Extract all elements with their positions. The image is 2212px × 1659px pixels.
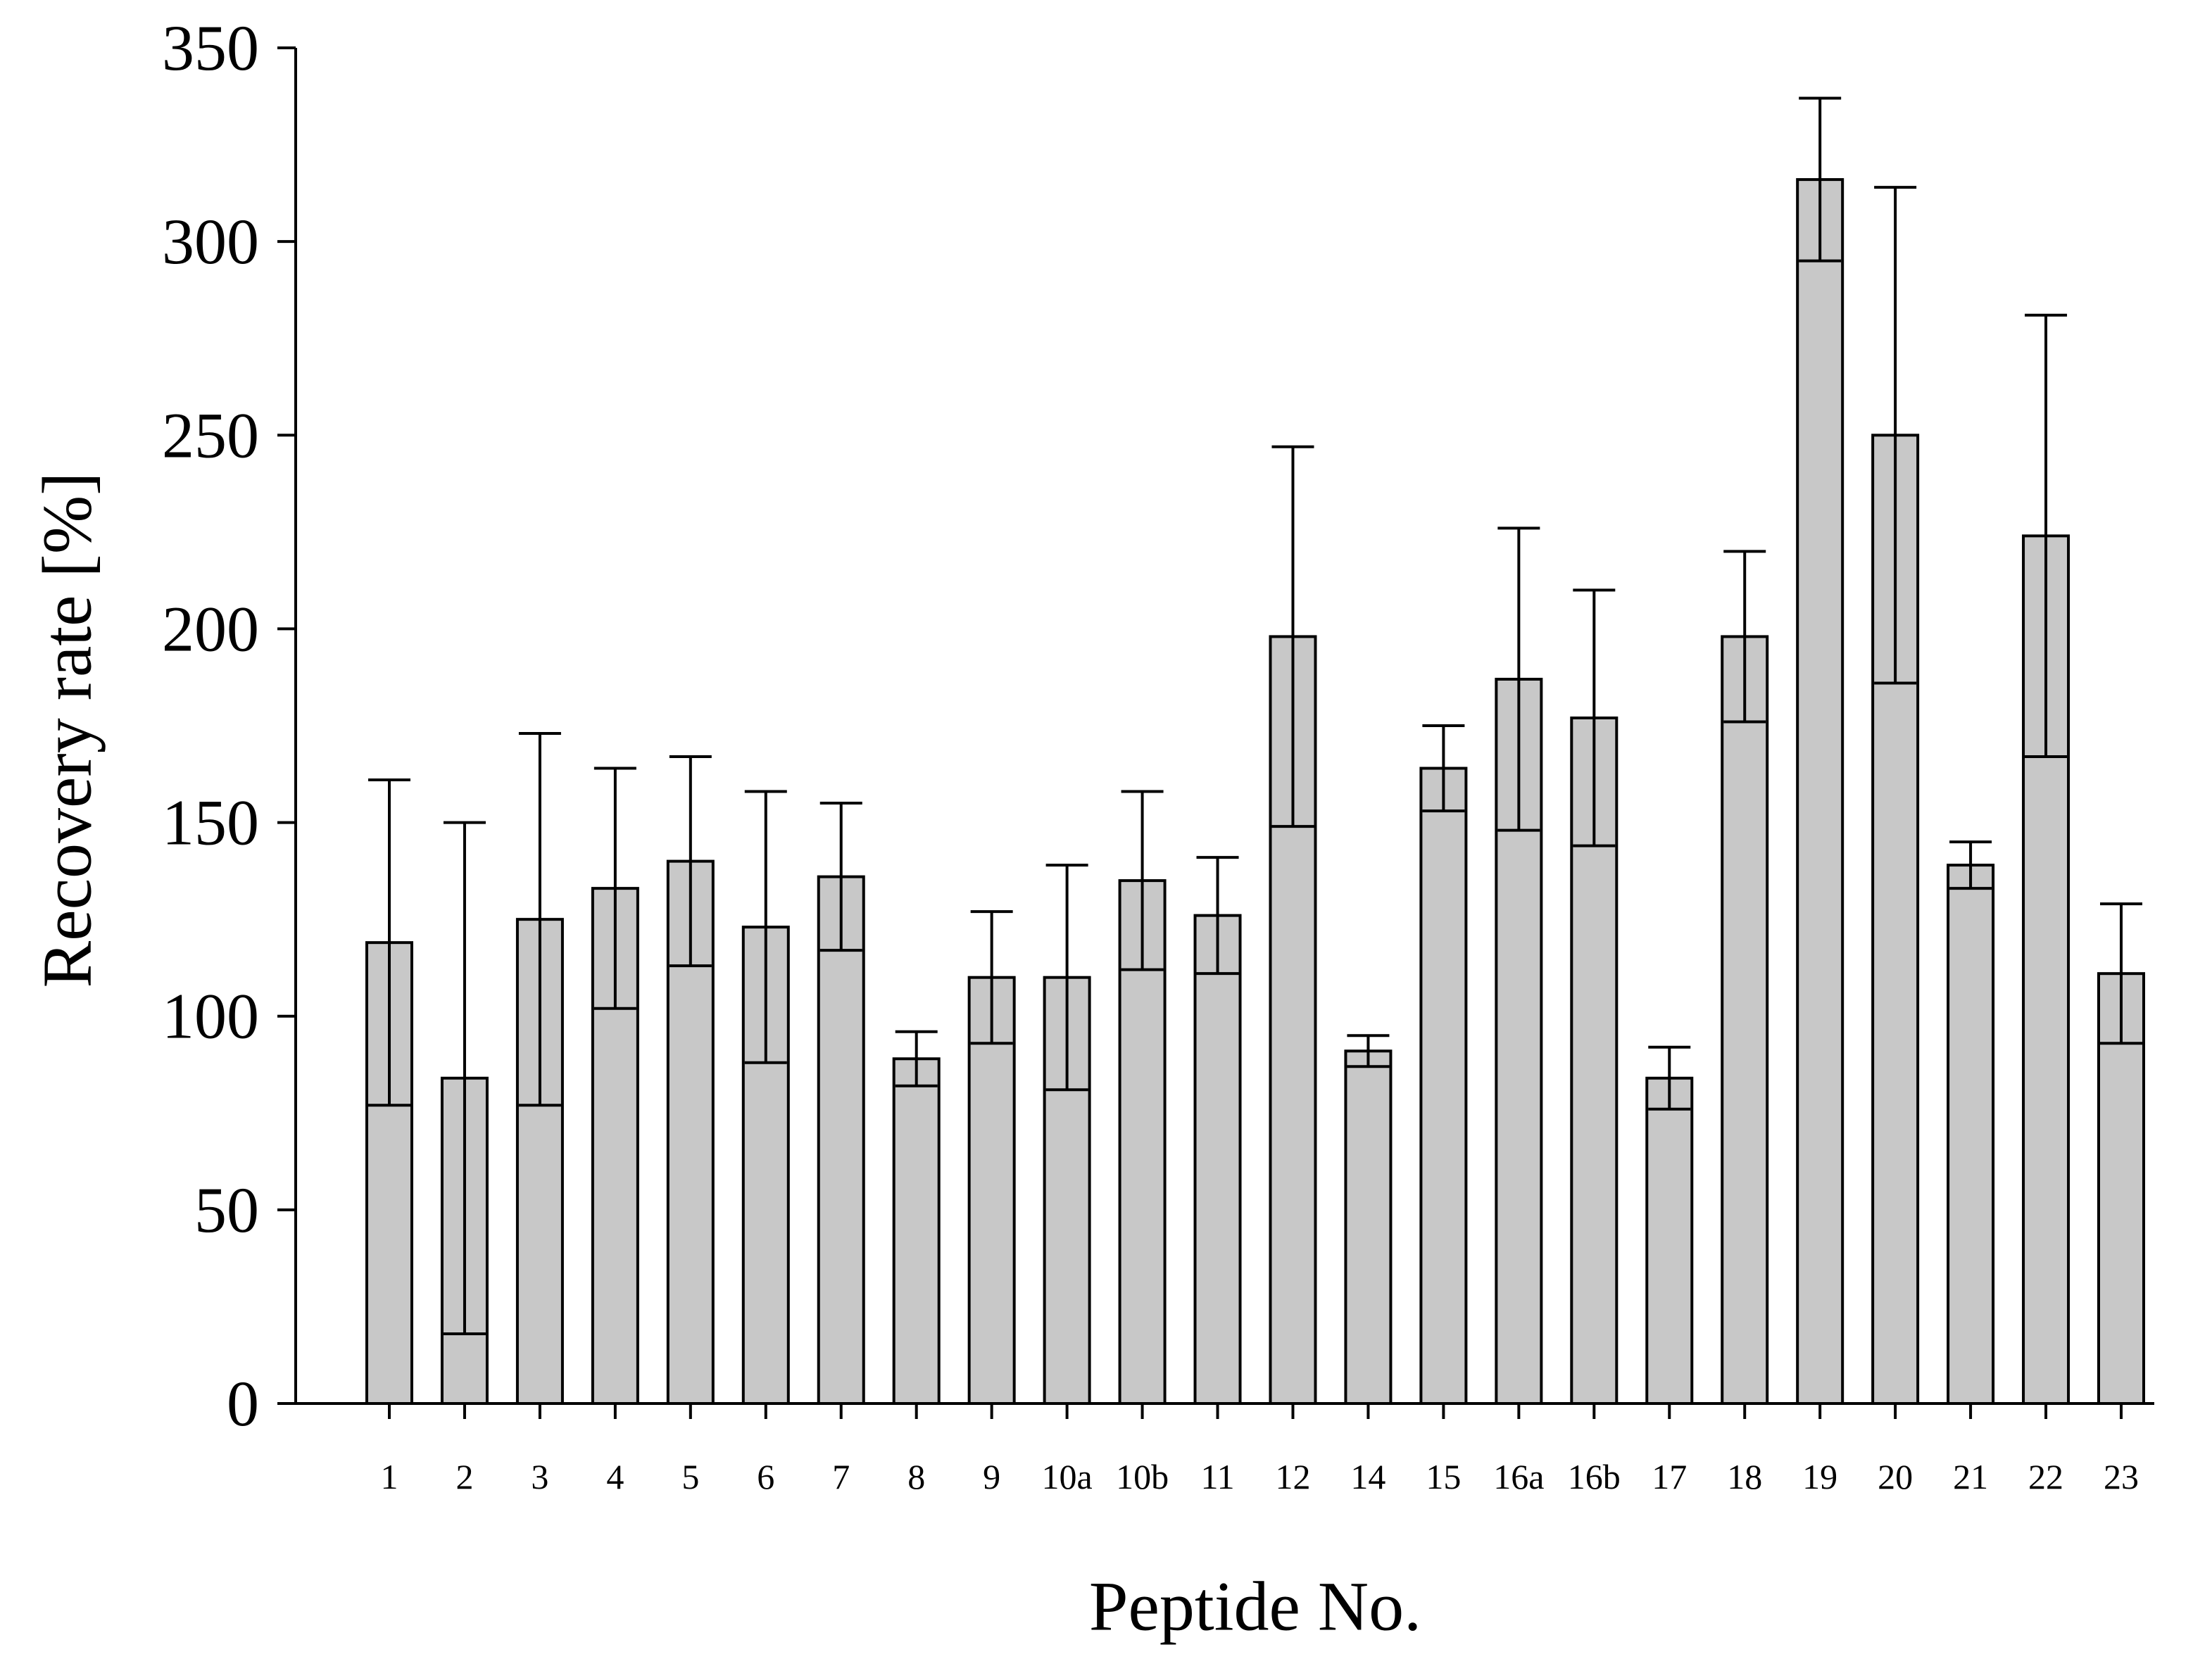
x-tick-label-16b: 16b (1568, 1457, 1621, 1496)
error-bar-21 (1949, 840, 1992, 890)
y-tick-label: 0 (227, 1368, 259, 1439)
error-bar-16a (1497, 526, 1540, 832)
y-tick-label: 200 (162, 593, 259, 664)
error-bar-15 (1422, 724, 1465, 813)
x-tick-label-2: 2 (455, 1457, 473, 1496)
error-bar-16b (1573, 588, 1616, 847)
bar-11 (1193, 914, 1242, 1405)
x-tick-label-8: 8 (907, 1457, 925, 1496)
x-tick-label-10b: 10b (1116, 1457, 1169, 1496)
error-bar-17 (1648, 1045, 1691, 1111)
x-tick-label-20: 20 (1878, 1457, 1913, 1496)
error-bar-7 (819, 802, 862, 952)
error-bar-10a (1045, 864, 1088, 1092)
x-tick-label-22: 22 (2028, 1457, 2063, 1496)
bar-19 (1796, 178, 1845, 1405)
error-bar-5 (669, 755, 712, 968)
x-tick-label-9: 9 (983, 1457, 1000, 1496)
x-tick-label-1: 1 (381, 1457, 398, 1496)
x-tick-label-18: 18 (1727, 1457, 1762, 1496)
x-tick-label-23: 23 (2104, 1457, 2139, 1496)
error-bar-1 (368, 778, 410, 1107)
x-tick-label-12: 12 (1275, 1457, 1310, 1496)
error-bar-22 (2025, 313, 2068, 759)
bar-17 (1645, 1076, 1694, 1405)
error-bar-12 (1271, 445, 1314, 828)
x-tick-label-5: 5 (681, 1457, 699, 1496)
x-axis-title: Peptide No. (1089, 1567, 1421, 1646)
error-bar-8 (895, 1030, 938, 1087)
x-axis-ticks: 1 2 3 4 5 6 7 8 9 10a 10b 11 12 14 15 16a 16b 17 18 19 20 21 2… (381, 1403, 2139, 1496)
bars (365, 178, 2145, 1406)
bar-8 (892, 1057, 941, 1405)
bar-21 (1947, 864, 1995, 1406)
error-bar-2 (443, 821, 486, 1335)
bar-18 (1721, 635, 1769, 1405)
x-tick-label-17: 17 (1652, 1457, 1687, 1496)
y-tick-label: 300 (162, 206, 259, 277)
error-bar-3 (518, 732, 561, 1107)
y-tick-label: 150 (162, 787, 259, 859)
x-tick-label-11: 11 (1200, 1457, 1234, 1496)
y-axis-title: Recovery rate [%] (28, 472, 106, 988)
y-tick-label: 100 (162, 980, 259, 1052)
error-bar-14 (1347, 1034, 1390, 1068)
x-tick-label-19: 19 (1802, 1457, 1837, 1496)
error-bar-6 (744, 790, 787, 1064)
error-bar-4 (593, 767, 636, 1010)
error-bar-10b (1121, 790, 1164, 971)
error-bar-18 (1723, 550, 1766, 724)
x-tick-label-15: 15 (1426, 1457, 1461, 1496)
error-bar-20 (1874, 186, 1917, 685)
bar-14 (1344, 1049, 1393, 1405)
x-tick-label-14: 14 (1350, 1457, 1385, 1496)
x-tick-label-16a: 16a (1493, 1457, 1544, 1496)
y-axis-ticks: 0 50 100 150 200 250 300 350 (162, 12, 296, 1439)
y-tick-label: 250 (162, 399, 259, 471)
y-tick-label: 350 (162, 12, 259, 84)
x-tick-label-10a: 10a (1042, 1457, 1093, 1496)
error-bar-11 (1196, 856, 1239, 976)
x-tick-label-4: 4 (606, 1457, 624, 1496)
error-bar-23 (2100, 902, 2142, 1045)
y-tick-label: 50 (194, 1174, 259, 1246)
x-tick-label-3: 3 (531, 1457, 548, 1496)
bar-15 (1419, 767, 1468, 1405)
x-tick-label-21: 21 (1953, 1457, 1988, 1496)
x-tick-label-6: 6 (757, 1457, 774, 1496)
error-bar-19 (1799, 96, 1842, 263)
bar-7 (817, 875, 865, 1405)
error-bar-9 (970, 910, 1013, 1045)
error-bars (368, 96, 2142, 1335)
x-tick-label-7: 7 (832, 1457, 850, 1496)
